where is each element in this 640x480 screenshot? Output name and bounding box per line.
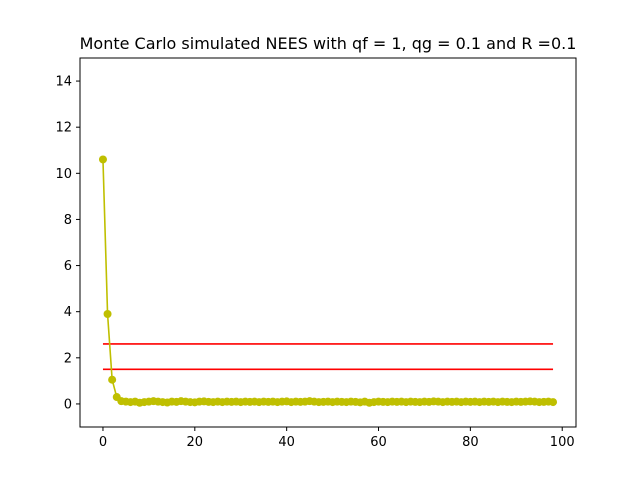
x-tick-label: 80 xyxy=(462,435,479,450)
plot-area: 0 20 40 60 80 100 0 2 4 6 8 10 12 14 xyxy=(55,57,577,450)
x-tick-label: 20 xyxy=(187,435,204,450)
data-point xyxy=(103,309,112,318)
y-tick-label: 4 xyxy=(64,305,72,320)
y-tick-label: 0 xyxy=(64,397,72,412)
chart-title: Monte Carlo simulated NEES with qf = 1, … xyxy=(80,34,577,53)
data-point xyxy=(108,375,117,384)
y-tick-label: 8 xyxy=(64,213,72,228)
y-tick-label: 12 xyxy=(55,121,72,136)
x-tick-label: 60 xyxy=(370,435,387,450)
y-tick-label: 14 xyxy=(55,75,72,90)
y-tick-label: 6 xyxy=(64,259,72,274)
x-tick-label: 0 xyxy=(99,435,107,450)
x-tick-label: 100 xyxy=(550,435,575,450)
axes-frame xyxy=(79,57,577,428)
y-tick-label: 2 xyxy=(64,351,72,366)
data-point xyxy=(549,398,558,407)
x-tick-label: 40 xyxy=(278,435,295,450)
y-tick-label: 10 xyxy=(55,167,72,182)
data-point xyxy=(98,155,107,164)
